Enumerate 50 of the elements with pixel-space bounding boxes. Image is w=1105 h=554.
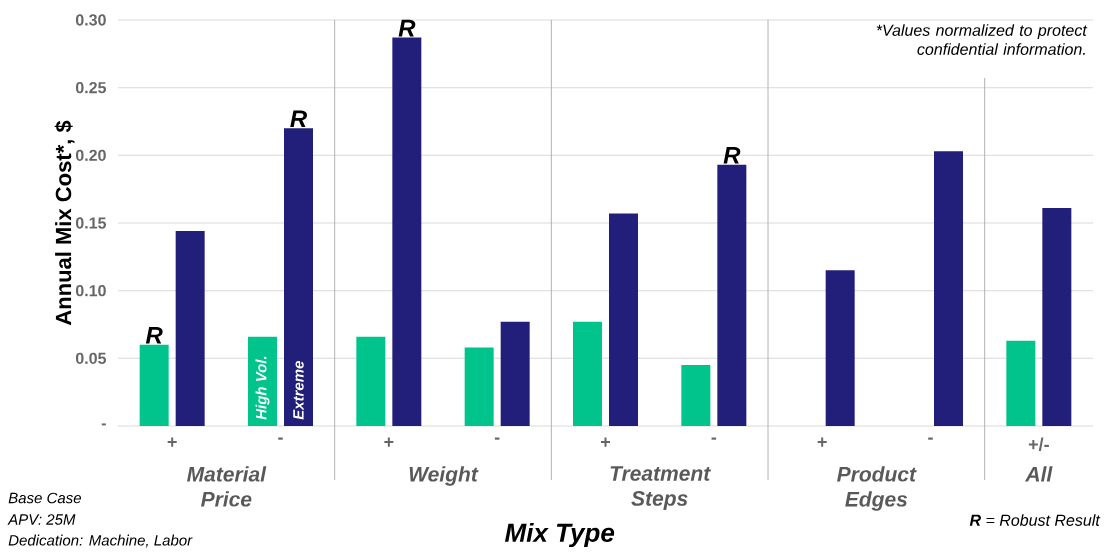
bar bbox=[717, 164, 747, 426]
text: Product Edges bbox=[837, 466, 917, 511]
bar bbox=[681, 365, 711, 426]
text: All bbox=[1025, 466, 1053, 482]
x-tick-label: + bbox=[601, 437, 611, 447]
bar bbox=[934, 151, 964, 426]
bar bbox=[392, 37, 422, 426]
x-tick-label: - bbox=[711, 437, 717, 440]
x-tick-label: - bbox=[928, 437, 933, 440]
annotation: *Values normalized to protect confidential information. bbox=[876, 24, 1088, 55]
data-label: R bbox=[398, 19, 416, 37]
bar bbox=[1042, 208, 1072, 426]
data-label: R bbox=[290, 110, 307, 128]
x-tick-label: + bbox=[167, 437, 177, 447]
series-label: High Vol. bbox=[255, 356, 270, 420]
x-axis-title: Mix Type bbox=[504, 522, 615, 548]
y-tick-label: 0.25 bbox=[75, 82, 107, 94]
text: Dedication: Machine, Labor bbox=[8, 534, 193, 548]
series-label: Extreme bbox=[293, 361, 304, 420]
x-tick-label: + bbox=[384, 437, 394, 447]
bar bbox=[175, 231, 205, 426]
x-tick-label: +/- bbox=[1028, 437, 1049, 451]
bar bbox=[139, 344, 169, 426]
text: Weight bbox=[409, 466, 479, 486]
y-tick-label: 0.10 bbox=[75, 285, 106, 297]
bar bbox=[573, 321, 602, 426]
y-tick-label: 0.05 bbox=[75, 352, 107, 364]
text: Material Price bbox=[187, 466, 267, 507]
bar bbox=[356, 336, 386, 426]
text: Treatment Steps bbox=[610, 466, 711, 511]
text: APV: 25M bbox=[7, 514, 76, 525]
text: Base Case bbox=[8, 492, 81, 504]
bar bbox=[284, 128, 313, 426]
x-tick-label: + bbox=[817, 437, 827, 447]
data-label: R bbox=[145, 327, 163, 344]
y-tick-label: 0.30 bbox=[75, 14, 106, 26]
y-tick-label: 0.15 bbox=[75, 217, 107, 229]
text: R = Robust Result bbox=[969, 514, 1101, 526]
data-label: R bbox=[723, 147, 741, 164]
bar bbox=[464, 347, 494, 426]
x-tick-label: - bbox=[278, 437, 283, 440]
bar bbox=[825, 270, 855, 426]
y-tick-label: - bbox=[101, 423, 106, 426]
bar bbox=[248, 336, 277, 426]
y-axis-title: Annual Mix Cost*, $ bbox=[54, 120, 75, 326]
bar bbox=[609, 213, 639, 426]
y-tick-label: 0.20 bbox=[75, 149, 106, 161]
bar bbox=[500, 321, 530, 426]
x-tick-label: - bbox=[494, 437, 500, 440]
bar bbox=[1006, 340, 1036, 426]
